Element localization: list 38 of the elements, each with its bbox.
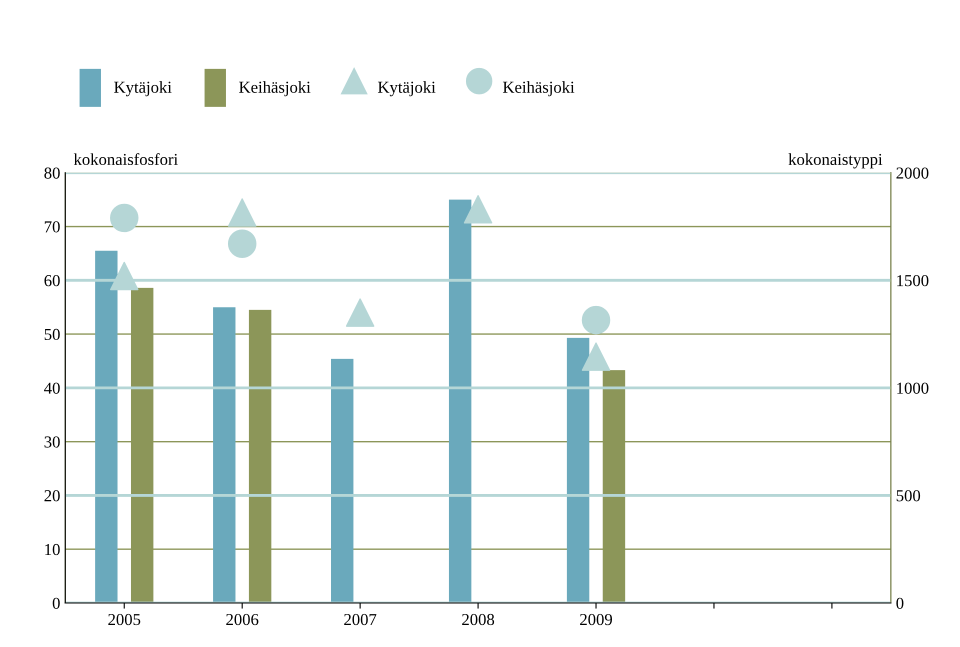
x-tick-label: 2005 [108,614,140,626]
x-tick-label: 2006 [226,614,258,626]
y-tick-label: 30 [44,436,60,448]
legend-label: Keihäsjoki [502,81,574,96]
point [582,342,610,371]
y-tick-label: 50 [44,328,60,340]
bar [448,200,472,604]
y-tick-label: 10 [45,544,60,556]
y-axis-title: kokonaisfosfori [74,153,178,166]
y-tick-label: 70 [44,221,60,232]
y2-tick-label: 1500 [897,275,928,286]
y-tick-label: 80 [44,167,60,179]
point [110,204,138,232]
point [582,306,610,334]
y2-tick-label: 500 [896,490,920,502]
y-tick-label: 60 [44,275,60,286]
x-tick-label: 2007 [344,614,376,626]
y2-tick-label: 2000 [896,167,928,179]
bar [213,307,236,604]
legend-label: Kytäjoki [114,81,172,96]
y2-tick-label: 1000 [897,382,928,394]
x-tick-label: 2009 [580,614,612,626]
bar [95,250,118,604]
x-tick-label: 2008 [462,614,494,626]
y-tick-label: 40 [44,382,60,394]
legend-label: Keihäsjoki [239,81,310,96]
y-tick-label: 0 [52,598,60,609]
point [228,230,256,258]
point [346,298,374,327]
point [228,198,256,227]
y-tick-label: 20 [44,490,60,502]
point [110,262,138,290]
bar [566,338,590,604]
point [464,195,492,224]
legend-label: Kytäjoki [378,81,436,96]
y2-axis-title: kokonaistyppi [788,153,882,168]
y2-tick-label: 0 [896,598,904,609]
bar [331,358,354,604]
